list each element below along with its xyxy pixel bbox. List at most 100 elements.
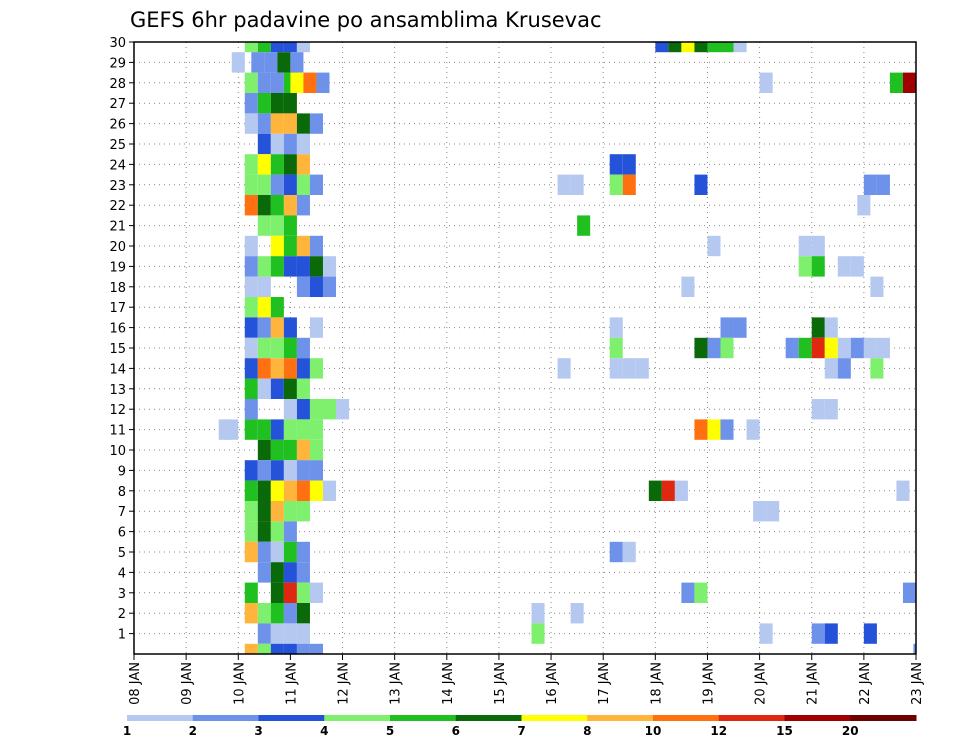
heatmap-cell xyxy=(270,562,284,583)
heatmap-cell xyxy=(622,154,636,175)
y-tick-label: 18 xyxy=(109,281,126,296)
heatmap-cell xyxy=(694,582,708,603)
heatmap-cell xyxy=(309,480,323,501)
x-tick-label: 09 JAN xyxy=(180,662,195,705)
heatmap-cell xyxy=(290,52,304,73)
x-tick-label: 08 JAN xyxy=(128,662,143,705)
heatmap-cell xyxy=(270,72,284,93)
colorbar-swatch xyxy=(718,715,785,721)
heatmap-cell xyxy=(283,337,297,359)
colorbar-label: 2 xyxy=(189,724,197,738)
heatmap-cell xyxy=(681,42,695,53)
heatmap-cell xyxy=(244,72,258,93)
heatmap-cell xyxy=(733,317,747,338)
heatmap-cell xyxy=(257,501,271,522)
heatmap-cell xyxy=(231,52,245,73)
heatmap-cell xyxy=(609,174,623,195)
heatmap-cell xyxy=(798,337,812,359)
heatmap-cell xyxy=(824,358,838,379)
heatmap-cell xyxy=(270,603,284,624)
heatmap-cell xyxy=(309,460,323,481)
heatmap-cell xyxy=(296,113,310,134)
heatmap-cell xyxy=(296,603,310,624)
heatmap-cell xyxy=(648,480,662,501)
heatmap-cell xyxy=(283,439,297,461)
heatmap-cell xyxy=(283,480,297,501)
heatmap-cell xyxy=(759,72,773,93)
heatmap-cell xyxy=(283,113,297,134)
heatmap-cell xyxy=(257,460,271,481)
heatmap-cell xyxy=(283,623,297,644)
colorbar-label: 4 xyxy=(320,724,328,738)
heatmap-cell xyxy=(283,643,297,654)
heatmap-cell xyxy=(570,174,584,195)
heatmap-cell xyxy=(811,623,825,644)
x-tick-label: 21 JAN xyxy=(806,662,821,705)
heatmap-cell xyxy=(309,174,323,195)
y-tick-label: 23 xyxy=(109,179,126,194)
heatmap-cell xyxy=(257,93,271,114)
heatmap-cell xyxy=(609,337,623,359)
colorbar-swatch xyxy=(784,715,851,721)
heatmap-cell xyxy=(837,337,851,359)
y-tick-label: 30 xyxy=(109,36,126,51)
heatmap-cell xyxy=(694,419,708,440)
heatmap-cell xyxy=(309,643,323,654)
y-tick-label: 19 xyxy=(109,260,126,275)
heatmap-cell xyxy=(257,378,271,399)
heatmap-cell xyxy=(257,133,271,155)
heatmap-cell xyxy=(759,623,773,644)
heatmap-cell xyxy=(303,72,317,93)
heatmap-cell xyxy=(244,93,258,114)
heatmap-cell xyxy=(257,195,271,216)
heatmap-cell xyxy=(270,378,284,399)
heatmap-cell xyxy=(863,623,877,644)
colorbar-swatch xyxy=(127,715,194,721)
heatmap-cell xyxy=(296,42,310,53)
heatmap-cell xyxy=(244,501,258,522)
x-tick-label: 20 JAN xyxy=(754,662,769,705)
heatmap-cell xyxy=(270,113,284,134)
heatmap-cell xyxy=(824,337,838,359)
heatmap-cell xyxy=(296,562,310,583)
heatmap-cell xyxy=(322,276,337,297)
colorbar-swatch xyxy=(258,715,325,721)
heatmap-cell xyxy=(283,378,297,399)
heatmap-cell xyxy=(283,42,297,53)
heatmap-cell xyxy=(270,439,284,461)
x-tick-label: 22 JAN xyxy=(858,662,873,705)
heatmap-cell xyxy=(570,603,584,624)
heatmap-cell xyxy=(257,154,271,175)
heatmap-cell xyxy=(296,460,310,481)
heatmap-cell xyxy=(244,154,258,175)
heatmap-cell xyxy=(622,174,636,195)
heatmap-cell xyxy=(857,195,871,216)
heatmap-cell xyxy=(661,480,675,501)
heatmap-cell xyxy=(283,541,297,563)
y-tick-label: 6 xyxy=(118,526,126,541)
heatmap-cell xyxy=(824,399,838,420)
heatmap-cell xyxy=(681,582,695,603)
heatmap-cell xyxy=(257,72,271,93)
heatmap-cell xyxy=(270,337,284,359)
heatmap-cell xyxy=(309,582,323,603)
heatmap-cell xyxy=(244,603,258,624)
heatmap-cell xyxy=(766,501,780,522)
heatmap-cell xyxy=(577,215,591,236)
y-tick-label: 7 xyxy=(118,505,126,520)
heatmap-cell xyxy=(283,521,297,542)
heatmap-cell xyxy=(309,235,323,257)
heatmap-cell xyxy=(609,358,623,379)
heatmap-cell xyxy=(257,623,271,644)
colorbar-swatch xyxy=(455,715,522,721)
heatmap-cell xyxy=(707,337,721,359)
y-tick-label: 26 xyxy=(109,118,126,133)
heatmap-cell xyxy=(733,42,747,53)
y-tick-label: 20 xyxy=(109,240,126,255)
heatmap-cell xyxy=(244,378,258,399)
y-tick-label: 12 xyxy=(109,403,126,418)
y-tick-label: 22 xyxy=(109,199,126,214)
heatmap-cell xyxy=(270,42,284,53)
heatmap-cell xyxy=(270,480,284,501)
heatmap-cell xyxy=(296,174,310,195)
